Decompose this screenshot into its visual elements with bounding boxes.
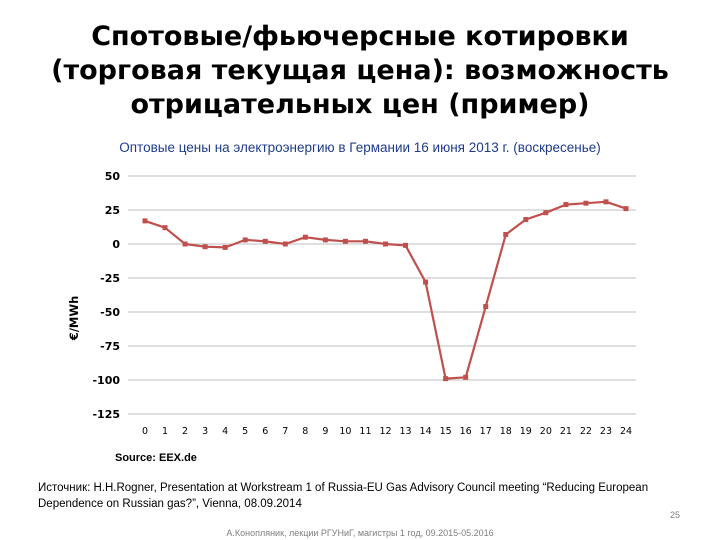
slide-title-line-2: (торговая текущая цена): возможность [51,55,669,86]
x-tick-label: 20 [540,426,552,437]
data-point-marker [182,241,188,247]
x-tick-label: 3 [202,426,208,437]
x-tick-label: 21 [560,426,572,437]
data-point-marker [483,304,489,310]
data-point-marker [583,200,589,206]
data-point-marker [443,376,449,382]
data-point-marker [242,237,248,243]
x-tick-label: 17 [480,426,492,437]
y-tick-label: -125 [92,408,120,421]
y-tick-label: 25 [105,204,120,217]
price-series-line [144,200,627,380]
data-point-marker [623,206,629,212]
slide-title: Спотовые/фьючерсные котировки (торговая … [20,20,700,122]
x-tick-label: 18 [500,426,512,437]
chart-source: Source: EEX.de [115,452,197,464]
y-axis-ticks: 50 25 0 -25 -50 -75 -100 -125 [92,170,120,421]
data-point-marker [463,374,469,380]
data-point-marker [503,231,509,237]
data-point-marker [383,241,388,247]
source-footnote: Источник: H.H.Rogner, Presentation at Wo… [38,482,649,510]
x-tick-label: 2 [182,426,188,437]
x-tick-label: 12 [379,426,391,437]
data-point-marker [603,199,609,205]
data-point-marker [423,279,429,285]
x-tick-label: 13 [399,426,411,437]
series-line [144,200,627,380]
y-tick-label: -100 [92,374,120,387]
x-tick-label: 23 [600,426,612,437]
x-tick-label: 10 [339,426,351,437]
data-point-marker [222,244,228,250]
x-tick-label: 1 [162,426,168,437]
x-tick-label: 19 [520,426,532,437]
y-tick-label: -25 [100,272,120,285]
x-tick-label: 8 [302,426,308,437]
data-point-marker [523,217,529,223]
lecture-credit: А.Конопляник, лекции РГУНиГ, магистры 1 … [226,528,494,538]
slide-title-line-3: отрицательных цен (пример) [130,89,590,120]
x-tick-label: 9 [322,426,328,437]
x-tick-label: 7 [282,426,288,437]
chart-title: Оптовые цены на электроэнергию в Германи… [119,140,601,155]
data-point-marker [342,238,348,244]
data-point-marker [262,238,268,244]
x-tick-label: 5 [242,426,248,437]
data-point-marker [202,244,208,250]
series-markers [142,199,629,382]
x-tick-label: 6 [262,426,268,437]
data-point-marker [403,242,409,248]
x-tick-label: 15 [440,426,452,437]
y-tick-label: 0 [112,238,120,251]
data-point-marker [142,218,148,224]
x-tick-label: 24 [620,426,632,437]
data-point-marker [282,241,288,247]
x-tick-label: 4 [222,426,228,437]
gridlines [128,175,636,415]
data-point-marker [302,234,308,240]
y-tick-label: -50 [100,306,120,319]
data-point-marker [543,210,549,216]
data-point-marker [322,237,328,243]
data-point-marker [162,225,168,231]
data-point-marker [362,238,368,244]
page-number: 25 [669,510,680,520]
x-axis-ticks: 0 1 2 3 4 5 6 7 8 9 10 11 12 13 14 15 16 17 18 19 20 21 22 23 24 [142,426,632,437]
y-tick-label: -75 [100,340,120,353]
y-axis-label: €/MWh [67,296,81,342]
x-tick-label: 16 [460,426,472,437]
y-tick-label: 50 [105,170,121,183]
x-tick-label: 11 [359,426,371,437]
data-point-marker [563,202,569,208]
slide-title-line-1: Спотовые/фьючерсные котировки [91,21,629,52]
x-tick-label: 22 [580,426,592,437]
x-tick-label: 14 [420,426,432,437]
x-tick-label: 0 [142,426,148,437]
